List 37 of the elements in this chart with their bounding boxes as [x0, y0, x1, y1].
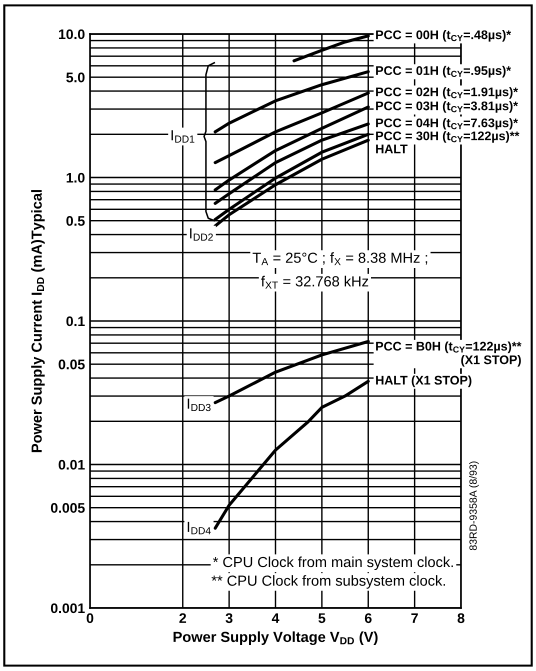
- y-tick-label: 0.001: [50, 603, 85, 614]
- series-label: HALT: [376, 144, 408, 154]
- y-tick-label: 1.0: [66, 172, 85, 183]
- annotation: T$_{A}$ = 25°C ; f$_{X}$ = 8.38 MHz ;: [252, 252, 428, 266]
- y-tick-label: 0.1: [66, 316, 85, 326]
- series-label: PCC = 01H (t$_{CY}$=.95µs)*: [376, 66, 512, 78]
- series-label: PCC = 04H (t$_{CY}$=7.63µs)*: [376, 118, 518, 130]
- y-tick-label: 10.0: [58, 29, 85, 40]
- annotation: * CPU Clock from main system clock.: [212, 556, 453, 570]
- x-axis-title: Power Supply Voltage V$_{DD}$ (V): [174, 631, 378, 646]
- y-tick-label: 0.05: [58, 360, 85, 370]
- x-tick-label: 4: [272, 613, 280, 623]
- series-label: PCC = B0H (t$_{CY}$=122µs)** (X1 STOP): [376, 341, 522, 367]
- y-tick-label: 0.005: [50, 503, 85, 513]
- annotation: ** CPU Clock from subsystem clock.: [212, 575, 446, 589]
- annotation: I$_{DD4}$: [188, 522, 211, 534]
- x-tick-label: 5: [318, 613, 326, 624]
- series-label: PCC = 03H (t$_{CY}$=3.81µs)*: [376, 101, 518, 113]
- y-tick-label: 0.01: [58, 460, 85, 470]
- series-label: HALT (X1 STOP): [376, 375, 472, 388]
- annotation: f$_{XT}$ = 32.768 kHz: [261, 276, 368, 289]
- y-axis-title: Power Supply Current I$_{DD}$ (mA)Typical: [31, 190, 45, 452]
- y-tick-label: 0.5: [66, 216, 85, 226]
- x-tick-label: 8: [458, 613, 464, 624]
- text: 83RD-9358A (8/93): [469, 461, 479, 550]
- series-label: PCC = 02H (t$_{CY}$=1.91µs)*: [376, 87, 518, 99]
- x-tick-label: 2: [179, 613, 186, 623]
- series-label: PCC = 00H (t$_{CY}$=.48µs)*: [376, 30, 512, 42]
- x-tick-label: 7: [411, 613, 418, 623]
- annotation: I$_{DD2}$: [190, 228, 213, 241]
- y-tick-label: 5.0: [66, 72, 85, 82]
- x-tick-label: 0: [86, 613, 94, 624]
- series-label: PCC = 30H (t$_{CY}$=122µs)**: [376, 131, 520, 143]
- x-tick-label: 6: [364, 613, 372, 624]
- x-tick-label: 3: [226, 613, 232, 624]
- annotation: I$_{DD1}$: [172, 130, 194, 143]
- annotation: I$_{DD3}$: [188, 398, 211, 412]
